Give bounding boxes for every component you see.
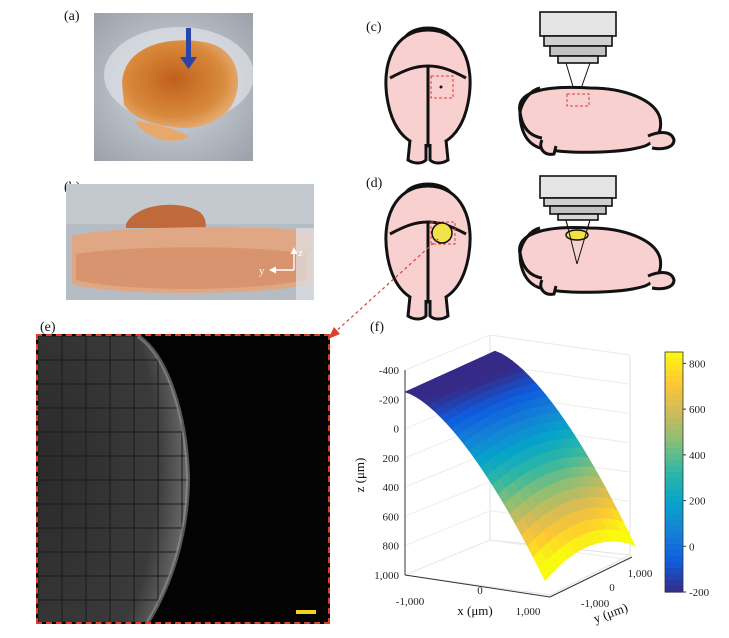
brain-side-view-c	[518, 85, 676, 156]
target-region-c	[430, 75, 454, 99]
colorbar-segment	[665, 586, 683, 593]
colorbar-segment	[665, 562, 683, 569]
colorbar-segment	[665, 448, 683, 455]
colorbar-segment	[665, 382, 683, 389]
brain-top-view-c	[384, 26, 472, 165]
colorbar-segment	[665, 556, 683, 563]
colorbar-segment	[665, 358, 683, 365]
colorbar-segment	[665, 574, 683, 581]
colorbar-segment	[665, 430, 683, 437]
colorbar-tick-label: 200	[689, 496, 706, 508]
colorbar-tick-label: 600	[689, 404, 706, 416]
surface-patch	[621, 530, 636, 547]
axis-z-label: z	[298, 247, 303, 259]
axis-y-label: y	[259, 265, 265, 277]
colorbar-segment	[665, 394, 683, 401]
objective-lens-c	[539, 11, 617, 101]
colorbar-segment	[665, 520, 683, 527]
colorbar-segment	[665, 580, 683, 587]
z-tick-label: 600	[383, 511, 400, 523]
x-tick-label: 1,000	[516, 606, 541, 618]
colorbar-segment	[665, 484, 683, 491]
colorbar-segment	[665, 568, 683, 575]
z-tick-label: -200	[379, 394, 400, 406]
colorbar-segment	[665, 466, 683, 473]
colorbar-segment	[665, 370, 683, 377]
colorbar-tick-label: 0	[689, 541, 695, 553]
z-gridline	[404, 480, 491, 517]
colorbar-segment	[665, 352, 683, 359]
colorbar-segment	[665, 388, 683, 395]
colorbar-segment	[665, 502, 683, 509]
cleared-region-top	[431, 222, 453, 244]
target-region-side-c	[566, 93, 590, 107]
panel-a-photo	[94, 13, 253, 161]
colorbar-segment	[665, 544, 683, 551]
x-axis-line	[404, 574, 551, 598]
panel-d-label: (d)	[366, 176, 383, 191]
colorbar-segment	[665, 508, 683, 515]
colorbar-segment	[665, 526, 683, 533]
colorbar-tick-label: 800	[689, 358, 706, 370]
panel-b-photo: z y	[66, 184, 314, 300]
z-gridline	[404, 335, 491, 371]
panel-e-label: (e)	[40, 320, 56, 335]
panel-c-label: (c)	[366, 20, 382, 35]
panel-e-image	[36, 334, 330, 624]
objective-lens-d	[539, 175, 617, 265]
colorbar-segment	[665, 424, 683, 431]
x-tick-label: -1,000	[396, 596, 425, 608]
colorbar-tick-label: 400	[689, 450, 706, 462]
z-gridline	[404, 539, 491, 576]
colorbar-segment	[665, 412, 683, 419]
colorbar-segment	[665, 454, 683, 461]
x-axis-label: x (μm)	[457, 603, 493, 618]
panel-f-label: (f)	[370, 320, 384, 335]
colorbar-segment	[665, 442, 683, 449]
z-tick-label: 800	[383, 541, 400, 553]
colorbar-segment	[665, 436, 683, 443]
panel-a-label: (a)	[64, 9, 80, 24]
colorbar-segment	[665, 400, 683, 407]
y-tick-label: -1,000	[581, 598, 610, 610]
z-tick-label: 0	[394, 424, 400, 436]
surface-plot: -400 -200 0 200 400 600 800 1,000 -1,000 0 1,000 -1…	[352, 335, 710, 626]
brain-side-view-d	[518, 226, 676, 296]
colorbar-segment	[665, 550, 683, 557]
colorbar-segment	[665, 532, 683, 539]
colorbar-segment	[665, 418, 683, 425]
y-axis-line	[549, 556, 633, 598]
colorbar-segment	[665, 460, 683, 467]
z-tick-label: 200	[383, 453, 400, 465]
colorbar-segment	[665, 406, 683, 413]
colorbar-segment	[665, 478, 683, 485]
down-arrow-icon	[180, 57, 197, 69]
schematic-d	[384, 175, 676, 321]
colorbar-segment	[665, 538, 683, 545]
colorbar-segment	[665, 496, 683, 503]
cleared-region-side	[565, 229, 589, 241]
colorbar-segment	[665, 364, 683, 371]
y-tick-label: 0	[609, 582, 615, 594]
arrow-shaft	[186, 28, 191, 60]
colorbar-segment	[665, 490, 683, 497]
colorbar-frame	[664, 351, 684, 593]
scale-bar	[296, 610, 316, 614]
colorbar-segment	[665, 472, 683, 479]
brain-top-view-d	[384, 182, 472, 321]
colorbar-segment	[665, 376, 683, 383]
schematic-c	[384, 11, 676, 165]
brain-photo-a	[94, 13, 253, 161]
y-tick-label: 1,000	[628, 568, 653, 580]
z-axis-label: z (μm)	[352, 458, 367, 493]
colorbar-tick-label: -200	[689, 587, 710, 599]
z-tick-label: 1,000	[374, 570, 399, 582]
z-gridline	[404, 510, 491, 547]
connector-arrow	[328, 238, 439, 339]
z-tick-label: -400	[379, 365, 400, 377]
z-tick-label: 400	[383, 482, 400, 494]
colorbar-segment	[665, 514, 683, 521]
x-tick-label: 0	[477, 585, 483, 597]
z-gridline-back	[489, 335, 631, 356]
